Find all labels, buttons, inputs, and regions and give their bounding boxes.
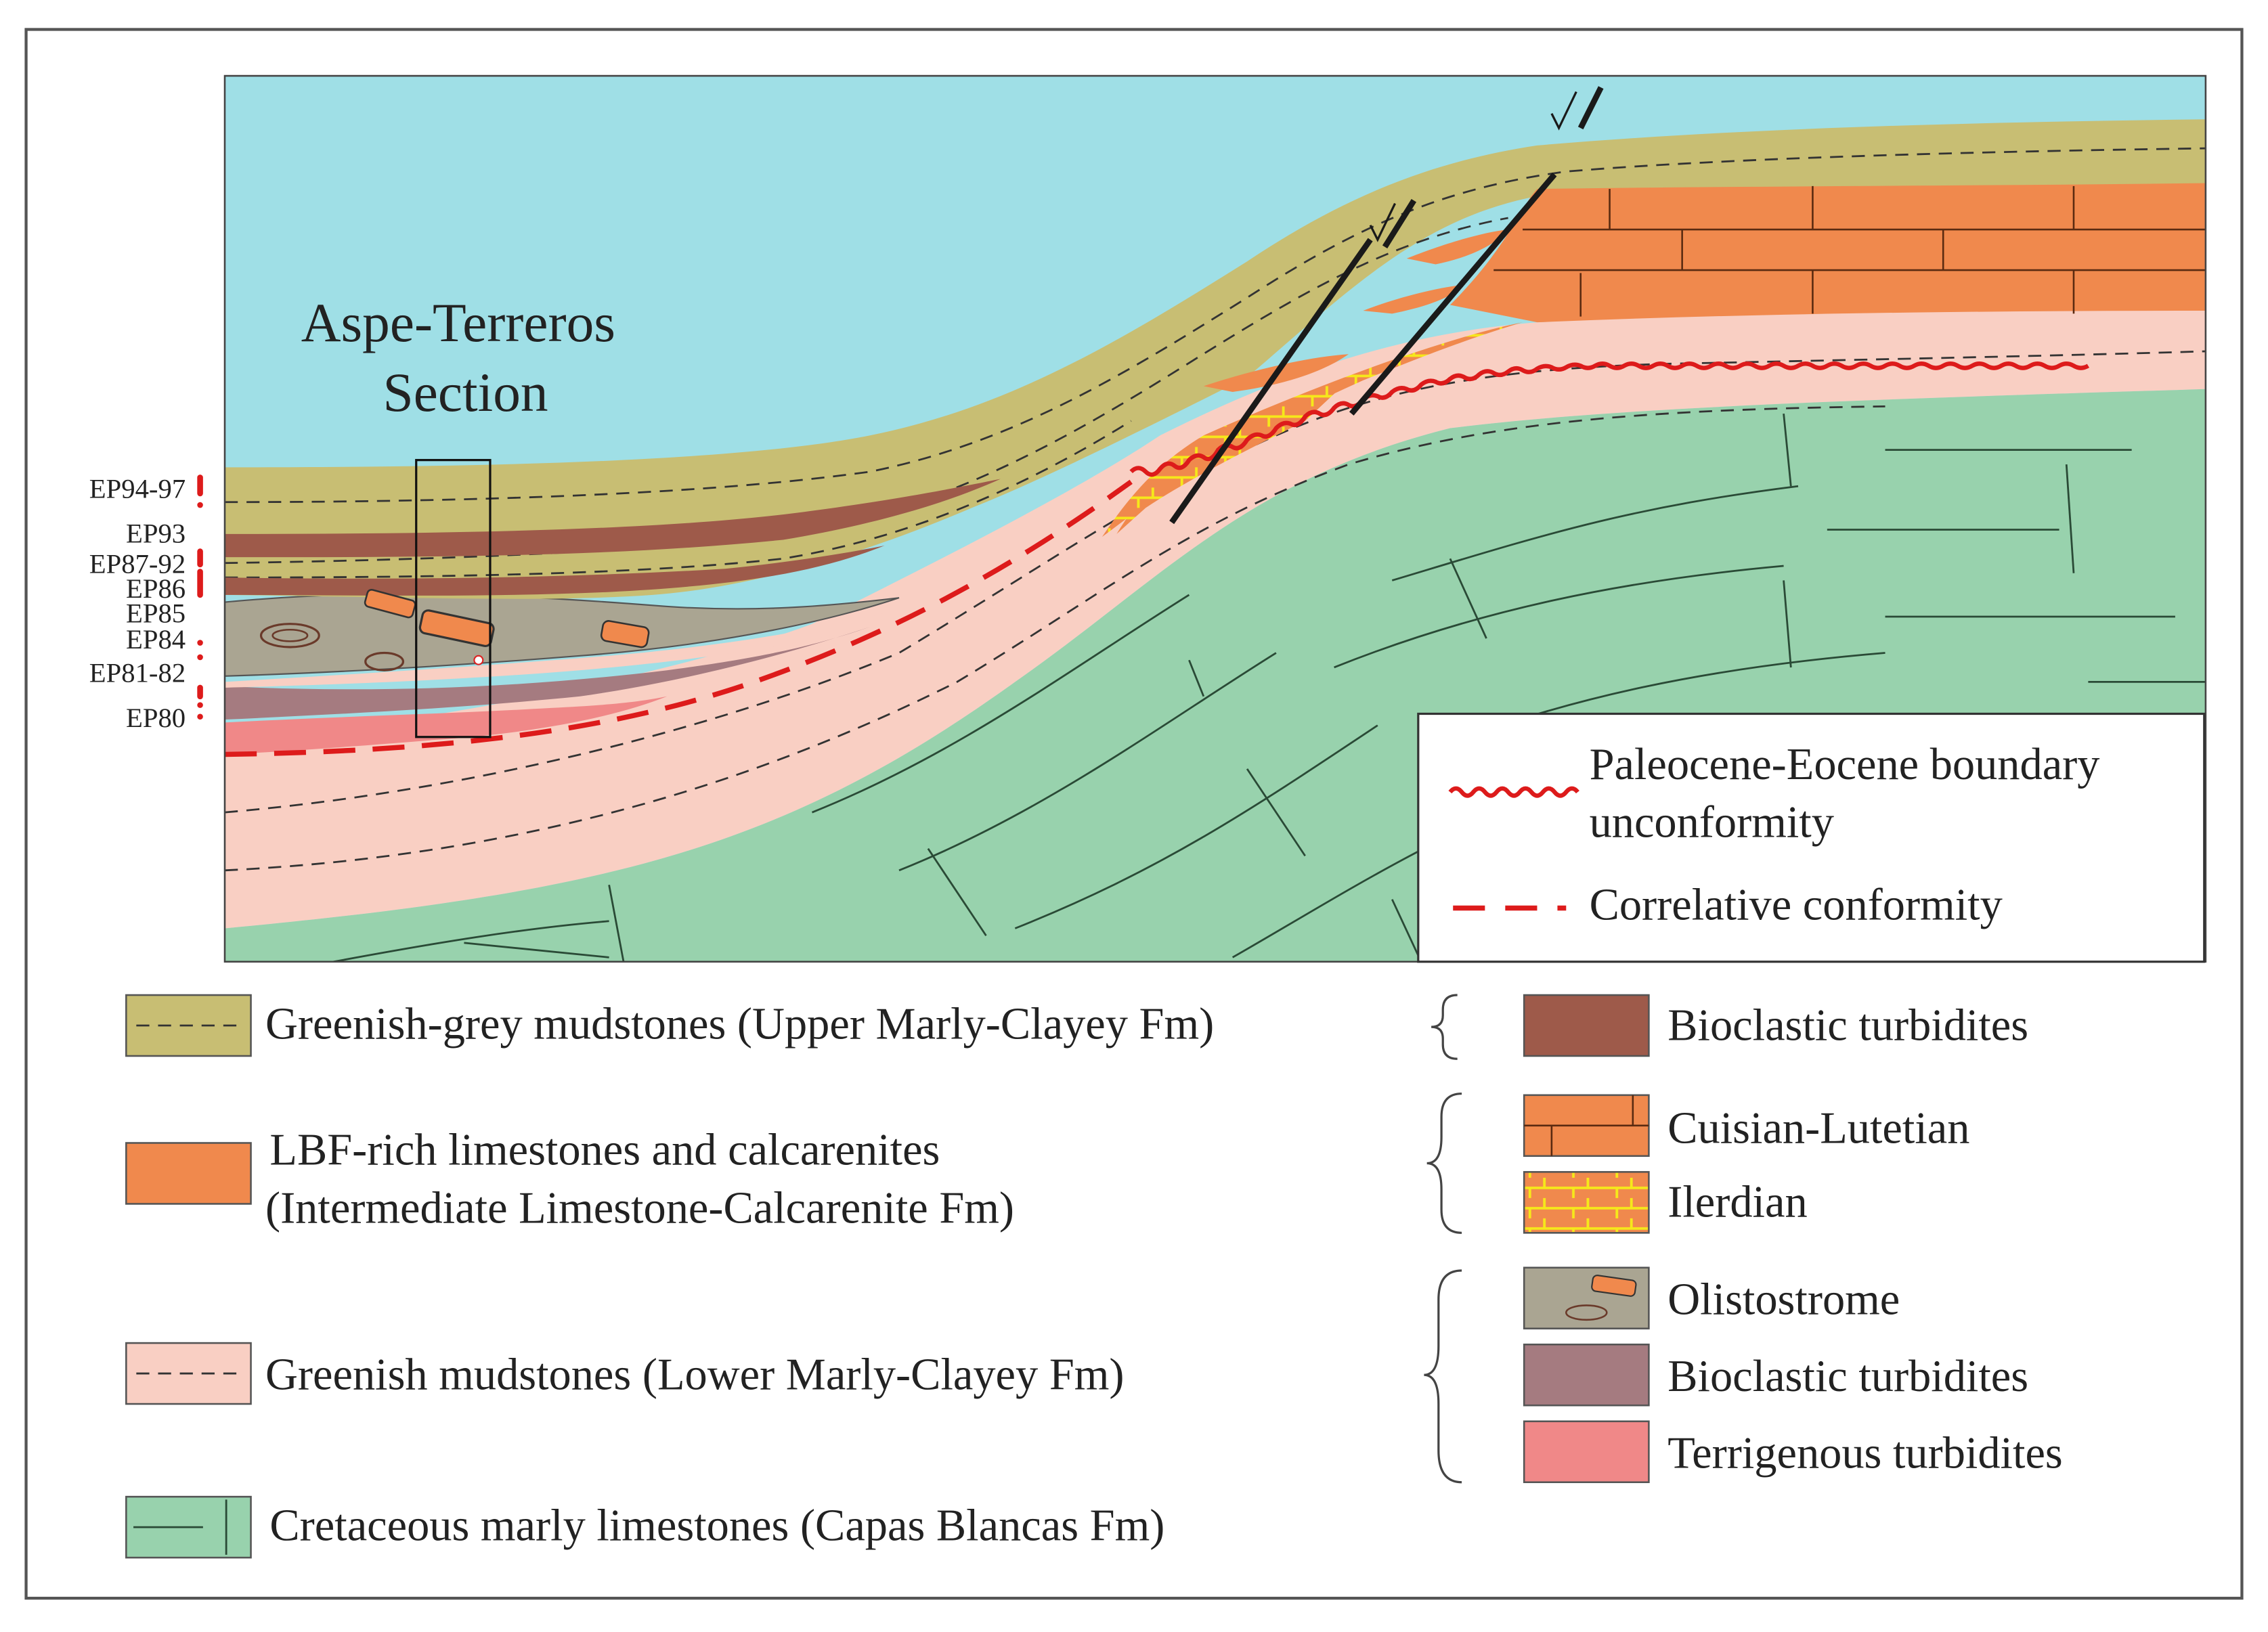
legend-terrigenous: Terrigenous turbidites <box>1667 1428 2063 1478</box>
bioclastic-lower-turbidites <box>225 626 871 720</box>
olistostrome-clasts <box>259 589 650 671</box>
legend-bioclastic-upper: Bioclastic turbidites <box>1667 1000 2028 1050</box>
unconformity-label-line-2: unconformity <box>1590 798 1834 847</box>
sample-label: EP86 <box>126 573 186 604</box>
legend-cretaceous: Cretaceous marly limestones (Capas Blanc… <box>269 1501 1164 1550</box>
bioclastic-upper-band-2 <box>225 546 885 596</box>
legend-olistostrome: Olistostrome <box>1667 1275 1900 1324</box>
cuisian-bricks <box>1493 185 2206 317</box>
sampled-section-box <box>415 459 492 738</box>
lower-marly-dashes <box>225 350 2206 872</box>
legend-cuisian: Cuisian-Lutetian <box>1667 1104 1969 1153</box>
fault-1-top <box>1382 198 1417 249</box>
unconformity-line <box>1129 361 2090 477</box>
sample-label: EP93 <box>126 519 186 549</box>
bioclastic-upper-band-1 <box>225 479 1001 558</box>
sample-markers <box>197 475 203 720</box>
unit-legend-left: Greenish-grey mudstones (Upper Marly-Cla… <box>125 994 1214 1559</box>
legend-lbf-line-2: (Intermediate Limestone-Calcarenite Fm) <box>265 1183 1014 1233</box>
sample-label: EP87-92 <box>89 549 186 579</box>
sample-label: EP84 <box>126 624 186 655</box>
section-title-line-1: Aspe-Terreros <box>301 292 615 353</box>
terrigenous-turbidites <box>225 696 668 755</box>
lower-marly-layer <box>225 307 2206 929</box>
line-legend: Paleocene-Eocene boundary unconformity C… <box>1417 712 2206 963</box>
sample-label: EP80 <box>126 703 186 733</box>
figure-border <box>24 28 2244 1600</box>
upper-marly-dashes <box>225 147 2206 579</box>
sample-label: EP94-97 <box>89 473 186 504</box>
fault-1 <box>1169 238 1373 525</box>
sample-label: EP81-82 <box>89 657 186 688</box>
swatch-ilerdian <box>1523 1171 1650 1234</box>
conformity-label: Correlative conformity <box>1590 881 2003 930</box>
fault-2-top <box>1577 86 1604 130</box>
cuisian-tongue-1 <box>1406 229 1508 265</box>
ilerdian-wedge <box>1116 380 1349 534</box>
sample-label: EP85 <box>126 598 186 629</box>
sample-labels: EP94-97 EP93 EP87-92 EP86 EP85 EP84 EP81… <box>89 473 186 732</box>
cross-section-border <box>223 74 2207 963</box>
unconformity-label-line-1: Paleocene-Eocene boundary <box>1590 740 2100 789</box>
swatch-olistostrome <box>1523 1266 1650 1329</box>
fault-2 <box>1349 172 1557 416</box>
unit-legend-right: Bioclastic turbidites Cuisian-Lutetian I… <box>1523 994 2063 1484</box>
unconformity-swatch <box>1448 786 1579 798</box>
legend-ilerdian: Ilerdian <box>1667 1178 1807 1227</box>
legend-lower-marly: Greenish mudstones (Lower Marly-Clayey F… <box>265 1350 1125 1400</box>
cuisian-lutetian-block <box>1449 183 2206 323</box>
swatch-lbf <box>125 1142 252 1205</box>
swatch-bioclastic-lower <box>1523 1343 1650 1407</box>
legend-braces <box>1424 994 1462 1484</box>
legend-bioclastic-lower: Bioclastic turbidites <box>1667 1352 2028 1401</box>
swatch-terrigenous <box>1523 1420 1650 1484</box>
upper-marly-layer <box>225 119 2206 599</box>
legend-lbf-line-1: LBF-rich limestones and calcarenites <box>269 1126 940 1175</box>
cuisian-tongue-2 <box>1363 284 1465 314</box>
faults <box>1169 86 1604 525</box>
legend-upper-marly: Greenish-grey mudstones (Upper Marly-Cla… <box>265 999 1214 1049</box>
section-title-line-2: Section <box>383 361 548 423</box>
lower-pink-sliver <box>225 609 900 688</box>
fault-motion-marks <box>1369 91 1577 242</box>
swatch-bioclastic-upper <box>1523 994 1650 1057</box>
